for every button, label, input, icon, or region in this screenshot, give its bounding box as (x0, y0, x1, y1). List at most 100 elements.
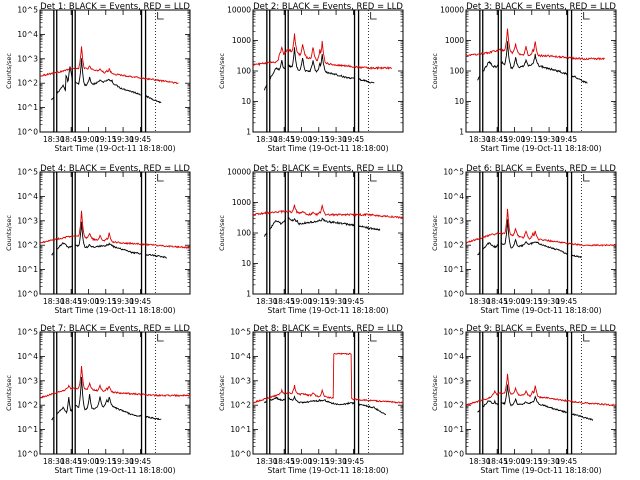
y-tick-label: 10^5 (17, 6, 38, 15)
y-tick-label: 10^2 (17, 79, 38, 88)
y-tick-label: 1 (459, 128, 464, 137)
x-tick-label: 18:30 (256, 457, 278, 466)
y-tick-label: 1 (246, 128, 251, 137)
lld-series-line (465, 373, 617, 407)
panel-det-5: Det 5: BLACK = Events, RED = LLD 1 10 100 10… (218, 164, 404, 315)
y-tick-label: 10^3 (443, 376, 464, 385)
x-axis-label: Start Time (19-Oct-11 18:18:00) (54, 144, 175, 153)
y-tick-label: 10^2 (230, 401, 251, 410)
y-tick-label: 10^0 (443, 290, 464, 299)
panel-title: Det 2: BLACK = Events, RED = LLD (253, 2, 403, 12)
y-tick-label: 10^5 (230, 328, 251, 337)
x-tick-label: 19:00 (291, 135, 313, 144)
x-tick-label: 19:30 (538, 297, 560, 306)
x-tick-label: 19:45 (556, 457, 578, 466)
x-tick-label: 19:30 (112, 135, 134, 144)
attenuator-marker (370, 334, 377, 342)
x-tick-label: 19:45 (130, 135, 152, 144)
x-tick-label: 19:00 (291, 457, 313, 466)
x-tick-label: 19:00 (291, 297, 313, 306)
plot-frame (39, 171, 191, 295)
x-tick-label: 18:30 (469, 135, 491, 144)
plot-frame (39, 331, 191, 455)
y-tick-label: 10^2 (443, 241, 464, 250)
y-tick-label: 10^4 (443, 352, 464, 361)
x-axis-label: Start Time (19-Oct-11 18:18:00) (267, 144, 388, 153)
y-tick-label: 10^3 (443, 216, 464, 225)
x-tick-label: 18:30 (256, 135, 278, 144)
y-tick-label: 10^2 (17, 401, 38, 410)
x-tick-label: 19:45 (343, 297, 365, 306)
events-series-line (477, 219, 582, 258)
x-axis-label: Start Time (19-Oct-11 18:18:00) (54, 306, 175, 315)
attenuator-marker (583, 334, 590, 342)
attenuator-marker (370, 174, 377, 182)
events-series-line (51, 376, 162, 421)
y-tick-label: 10^1 (17, 265, 38, 274)
x-tick-label: 19:00 (78, 457, 100, 466)
y-tick-label: 10^2 (443, 401, 464, 410)
x-axis-label: Start Time (19-Oct-11 18:18:00) (267, 306, 388, 315)
x-tick-label: 19:30 (538, 135, 560, 144)
y-axis-label: Counts/sec (218, 53, 226, 89)
x-axis-label: Start Time (19-Oct-11 18:18:00) (54, 466, 175, 475)
events-series-line (477, 384, 594, 421)
events-series-line (477, 41, 588, 84)
x-tick-label: 18:30 (43, 135, 65, 144)
x-tick-label: 19:15 (308, 135, 330, 144)
y-tick-label: 10^0 (17, 128, 38, 137)
panel-title: Det 9: BLACK = Events, RED = LLD (466, 324, 616, 334)
panel-det-2: Det 2: BLACK = Events, RED = LLD 1 10 100 10… (218, 2, 404, 153)
lld-series-line (39, 365, 191, 399)
panel-title: Det 6: BLACK = Events, RED = LLD (466, 164, 616, 174)
x-tick-label: 19:45 (130, 297, 152, 306)
lld-series-line (40, 46, 179, 85)
panel-det-8: Det 8: BLACK = Events, RED = LLD 10^0 10^1… (218, 324, 404, 475)
y-tick-label: 10 (454, 97, 464, 106)
x-tick-label: 18:45 (60, 457, 82, 466)
panel-det-4: Det 4: BLACK = Events, RED = LLD 10^0 10^1… (5, 164, 191, 315)
y-tick-label: 10^0 (17, 290, 38, 299)
x-tick-label: 19:15 (95, 135, 117, 144)
x-tick-label: 19:30 (538, 457, 560, 466)
y-tick-label: 10^1 (443, 265, 464, 274)
panel-det-9: Det 9: BLACK = Events, RED = LLD 10^0 10^1… (431, 324, 617, 475)
x-tick-label: 19:00 (504, 297, 526, 306)
x-tick-label: 18:30 (469, 297, 491, 306)
x-tick-label: 18:45 (60, 135, 82, 144)
x-tick-label: 18:30 (43, 297, 65, 306)
x-tick-label: 19:00 (504, 135, 526, 144)
attenuator-marker (157, 174, 164, 182)
y-tick-label: 10^0 (230, 450, 251, 459)
lld-series-line (252, 352, 404, 404)
y-tick-label: 10^3 (17, 216, 38, 225)
panel-title: Det 3: BLACK = Events, RED = LLD (466, 2, 616, 12)
x-axis-label: Start Time (19-Oct-11 18:18:00) (480, 144, 601, 153)
y-axis-label: Counts/sec (431, 375, 439, 411)
panel-det-6: Det 6: BLACK = Events, RED = LLD 10^0 10^1… (431, 164, 617, 315)
y-tick-label: 10^5 (443, 168, 464, 177)
x-tick-label: 19:15 (308, 297, 330, 306)
lld-series-line (465, 28, 605, 61)
panel-title: Det 7: BLACK = Events, RED = LLD (40, 324, 190, 334)
panel-title: Det 5: BLACK = Events, RED = LLD (253, 164, 403, 174)
x-tick-label: 19:30 (325, 297, 347, 306)
x-tick-label: 19:45 (556, 135, 578, 144)
y-axis-label: Counts/sec (5, 215, 13, 251)
x-tick-label: 19:15 (521, 135, 543, 144)
y-tick-label: 10^3 (230, 376, 251, 385)
x-tick-label: 18:30 (256, 297, 278, 306)
panel-title: Det 1: BLACK = Events, RED = LLD (40, 2, 190, 12)
plot-frame (252, 171, 404, 295)
plot-frame (252, 331, 404, 455)
lld-series-line (252, 33, 392, 71)
events-series-line (51, 221, 167, 259)
x-tick-label: 19:45 (130, 457, 152, 466)
panel-title: Det 4: BLACK = Events, RED = LLD (40, 164, 190, 174)
lld-series-line (465, 208, 616, 247)
plot-frame (252, 9, 404, 133)
x-tick-label: 18:45 (486, 457, 508, 466)
y-tick-label: 10^4 (17, 30, 38, 39)
x-tick-label: 18:45 (273, 135, 295, 144)
